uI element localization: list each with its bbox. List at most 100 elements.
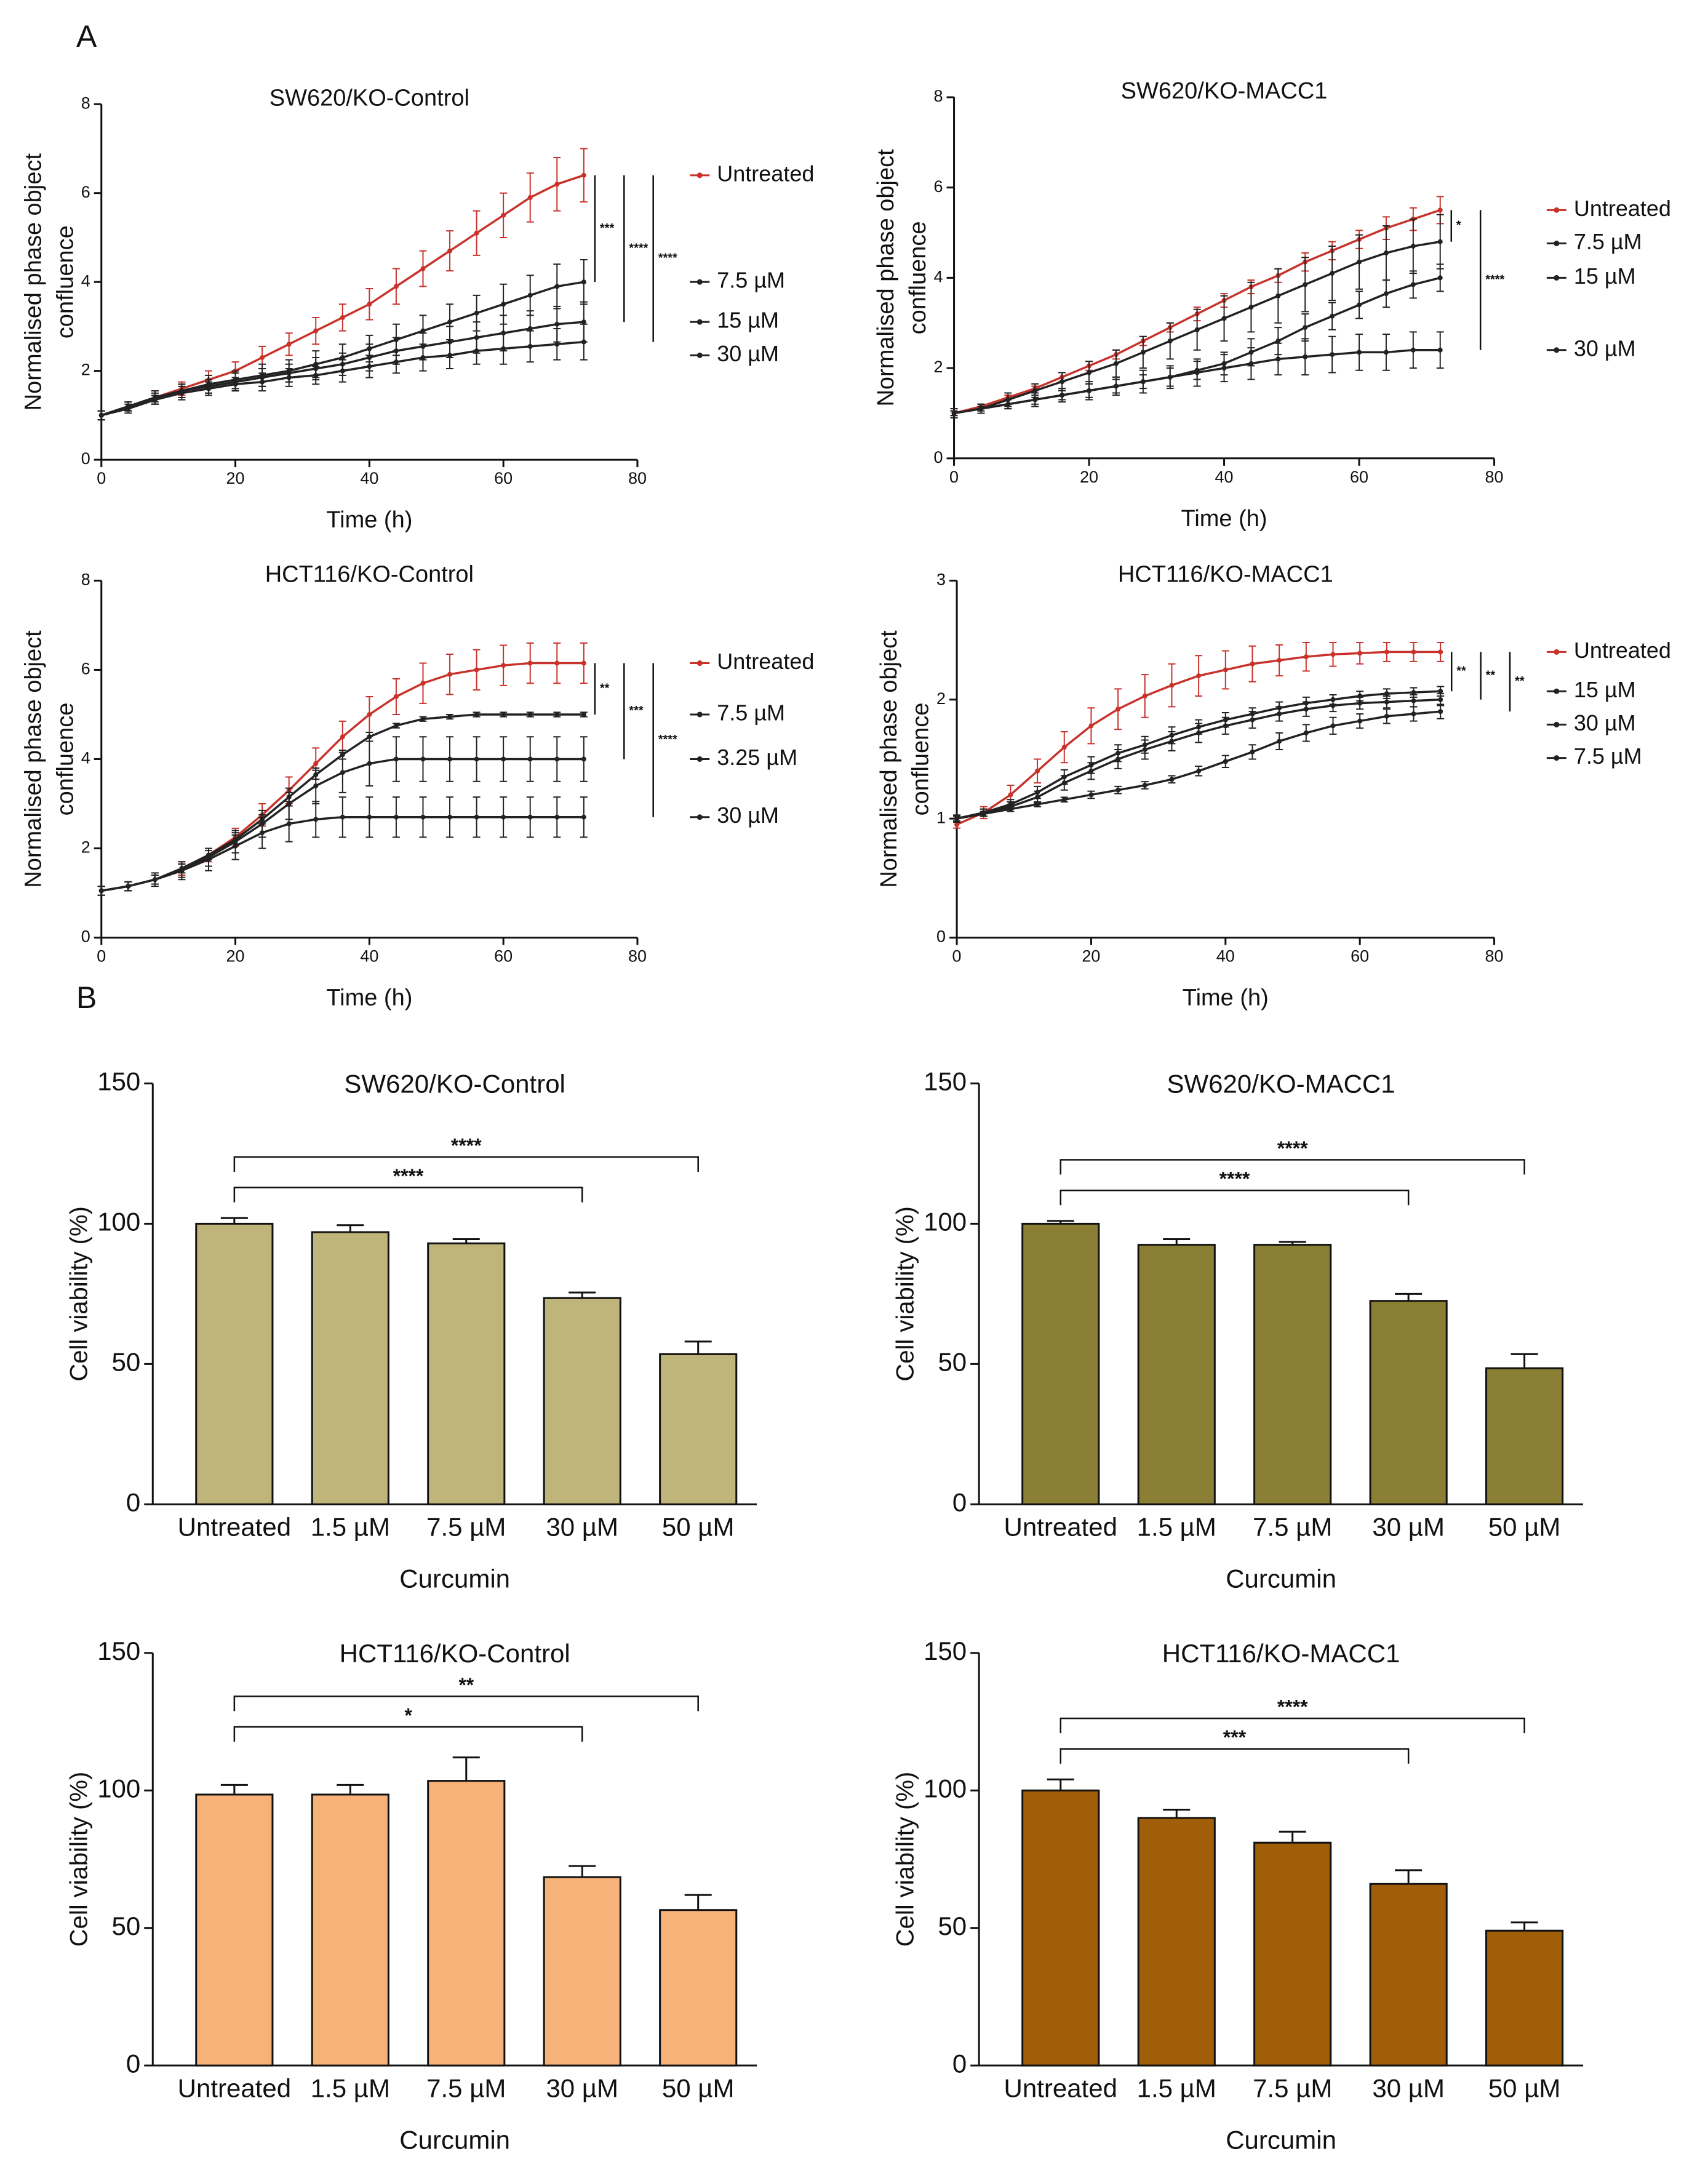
chart-title: SW620/KO-MACC1 [1167, 1070, 1395, 1099]
point [1035, 768, 1040, 774]
point [1275, 293, 1281, 298]
point [1437, 239, 1443, 244]
x-tick-label: Untreated [178, 2073, 291, 2102]
point [1410, 282, 1416, 287]
point [1411, 649, 1416, 655]
legend-marker [696, 279, 703, 285]
y-axis-label: Cell viability (%) [892, 1772, 919, 1947]
point [1008, 792, 1013, 798]
y-tick-label: 150 [924, 1067, 967, 1096]
point [1437, 347, 1443, 353]
point [1061, 797, 1067, 803]
bar [427, 1242, 506, 1505]
x-tick-label: 40 [1216, 947, 1235, 966]
x-tick-label: 7.5 µM [426, 1512, 506, 1541]
point [501, 346, 506, 351]
point [1223, 723, 1228, 729]
point [554, 342, 560, 347]
point [554, 182, 560, 187]
point [126, 406, 131, 412]
x-tick-label: 30 µM [546, 1512, 618, 1541]
point [527, 194, 533, 200]
series [953, 641, 1445, 829]
point [313, 328, 319, 334]
point [1330, 652, 1336, 657]
x-tick-label: 60 [494, 947, 513, 966]
point [1088, 768, 1094, 774]
point [1250, 661, 1255, 667]
y-tick-label: 50 [112, 1912, 141, 1940]
point [1221, 316, 1227, 321]
point [1087, 388, 1092, 393]
point [1330, 703, 1336, 708]
error-bar [1395, 1869, 1423, 1884]
point [1140, 379, 1146, 385]
point [581, 339, 586, 345]
point [1061, 745, 1067, 750]
point [1357, 700, 1363, 706]
error-bar [1163, 1238, 1191, 1245]
point [581, 756, 586, 762]
point [527, 814, 533, 820]
legend-marker [696, 172, 703, 178]
point [981, 811, 986, 817]
point [527, 292, 533, 298]
point [1357, 350, 1362, 355]
y-axis-label: Cell viability (%) [65, 1206, 92, 1382]
point [1250, 749, 1255, 755]
legend-marker [1554, 649, 1560, 655]
bracket [1060, 1748, 1410, 1764]
y-tick-label: 8 [81, 571, 90, 589]
y-tick-label: 0 [952, 1487, 967, 1516]
point [447, 248, 453, 254]
point [1384, 691, 1389, 697]
error-bar [220, 1784, 248, 1795]
bracket [233, 1156, 699, 1172]
point [474, 711, 479, 717]
point [1437, 275, 1443, 281]
point [1221, 366, 1227, 371]
bracket [1060, 1189, 1410, 1206]
y-axis-label: Cell viability (%) [892, 1206, 919, 1382]
bracket-label: **** [451, 1134, 482, 1156]
point [1167, 374, 1173, 380]
point [1060, 393, 1065, 398]
series [953, 703, 1445, 822]
point [527, 711, 533, 717]
point [1167, 338, 1173, 344]
point [527, 343, 533, 349]
error-bar [1510, 1353, 1538, 1369]
legend-marker [1554, 274, 1560, 281]
point [367, 364, 372, 369]
legend-marker [696, 660, 703, 667]
point [554, 756, 560, 762]
point [1277, 739, 1282, 744]
x-tick-label: 60 [1351, 947, 1369, 966]
y-tick-label: 50 [938, 1912, 967, 1940]
y-axis-label: Normalised phase object [20, 153, 46, 411]
y-tick-label: 2 [936, 689, 946, 708]
y-axis-label: confluence [905, 221, 931, 334]
point [474, 814, 479, 820]
error-bar [337, 1224, 364, 1233]
point [474, 230, 479, 236]
point [286, 375, 292, 380]
point [1438, 709, 1443, 715]
point [313, 817, 319, 822]
point [286, 801, 292, 806]
bracket-label: **** [1219, 1168, 1250, 1190]
point [393, 359, 399, 365]
panel-label: A [76, 19, 97, 54]
y-tick-label: 8 [81, 94, 90, 112]
legend-label: 15 µM [1574, 263, 1636, 289]
legend-label: 30 µM [717, 803, 779, 828]
point [286, 821, 292, 827]
x-axis-label: Curcumin [1226, 2125, 1336, 2154]
point [554, 660, 560, 666]
bracket [233, 1696, 699, 1712]
y-tick-label: 100 [924, 1774, 967, 1803]
y-tick-label: 150 [97, 1067, 140, 1096]
point [951, 410, 957, 416]
y-tick-label: 0 [81, 927, 90, 946]
point [1032, 397, 1038, 402]
